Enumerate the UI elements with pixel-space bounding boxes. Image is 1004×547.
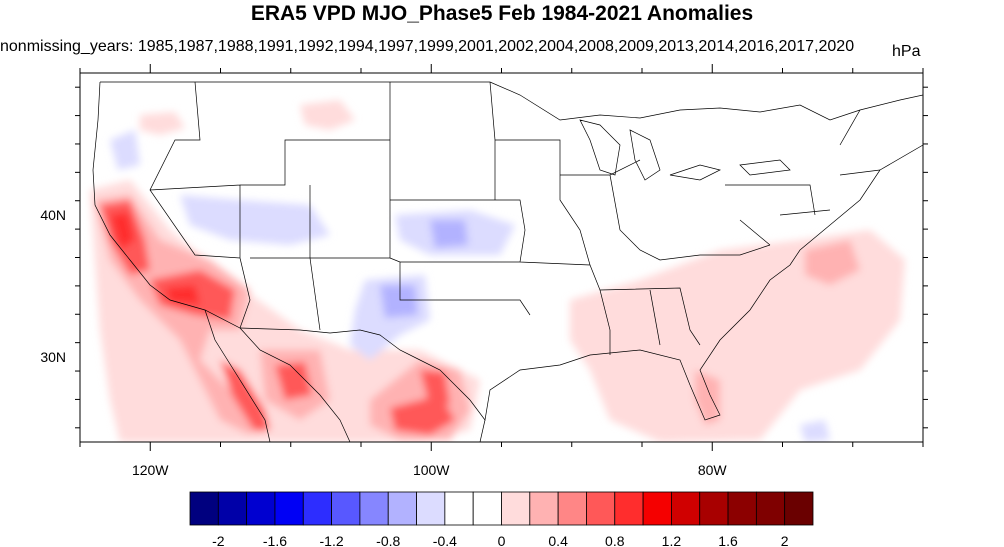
colorbar-swatch <box>416 491 446 526</box>
colorbar-swatch <box>727 491 757 526</box>
colorbar-label: 0 <box>498 533 506 547</box>
colorbar-swatch <box>614 491 644 526</box>
units-label: hPa <box>892 43 921 60</box>
map-ticks: 120W 100W 80W 30N 40N <box>40 64 928 478</box>
great-lakes <box>579 119 791 181</box>
colorbar-label: -0.8 <box>376 533 400 547</box>
anomaly-carolina-blue <box>800 420 830 442</box>
colorbar-swatch <box>472 491 502 526</box>
colorbar-swatch <box>501 491 531 526</box>
colorbar-swatch <box>331 491 361 526</box>
state-lines <box>149 81 881 355</box>
anomaly-baja-strong <box>220 360 270 432</box>
colorbar-label: 0.4 <box>548 533 568 547</box>
colorbar-swatch <box>557 491 587 526</box>
anomaly-southeast-light <box>570 230 905 442</box>
colorbar-swatch <box>529 491 559 526</box>
colorbar-label: 2 <box>781 533 789 547</box>
anomaly-field <box>90 100 905 442</box>
colorbar-swatch <box>217 491 248 526</box>
colorbar: -2 -1.6 -1.2 -0.8 -0.4 0 0.4 0.8 1.2 1.6 2 <box>189 491 814 547</box>
anomaly-utah-blue <box>180 195 330 245</box>
y-tick-label: 30N <box>40 349 66 365</box>
colorbar-swatch <box>755 491 786 526</box>
colorbar-label: -0.4 <box>433 533 457 547</box>
colorbar-label: 1.2 <box>662 533 682 547</box>
mexico-coast <box>204 309 486 442</box>
anomaly-newmexico-blue-core <box>380 285 418 318</box>
colorbar-label: 1.6 <box>718 533 738 547</box>
anomaly-nemexico-strong <box>390 395 455 435</box>
anomaly-sonora-strong <box>275 362 312 400</box>
anomaly-kansas-blue-core <box>430 220 468 248</box>
map-subtitle: nonmissing_years: 1985,1987,1988,1991,19… <box>0 38 855 55</box>
colorbar-swatch <box>359 491 389 526</box>
colorbar-swatch <box>444 491 474 526</box>
anomaly-wyoming-light <box>300 100 355 130</box>
anomaly-socal-core <box>165 285 200 305</box>
colorbar-swatch <box>189 491 219 526</box>
anomaly-atlantic-mid <box>805 240 860 285</box>
anomaly-pacific-mexico <box>90 180 480 442</box>
x-tick-label: 120W <box>132 462 169 478</box>
x-tick-label: 80W <box>698 462 728 478</box>
x-tick-label: 100W <box>413 462 450 478</box>
us-outline <box>92 81 923 421</box>
map-title: ERA5 VPD MJO_Phase5 Feb 1984-2021 Anomal… <box>250 2 754 25</box>
colorbar-swatch <box>274 491 304 526</box>
anomaly-oregon <box>140 112 185 135</box>
colorbar-swatch <box>586 491 616 526</box>
political-boundaries <box>92 81 923 442</box>
colorbar-swatch <box>699 491 729 526</box>
colorbar-swatch <box>246 491 276 526</box>
colorbar-swatch <box>671 491 701 526</box>
anomaly-texas-strong <box>420 370 450 405</box>
anomaly-ncal-core <box>110 212 135 250</box>
colorbar-swatch <box>387 491 417 526</box>
colorbar-label: 0.8 <box>605 533 625 547</box>
colorbar-swatch <box>784 491 814 526</box>
colorbar-label: -1.2 <box>320 533 344 547</box>
y-tick-label: 40N <box>40 207 66 223</box>
colorbar-label: -2 <box>212 533 225 547</box>
anomaly-montana-blue <box>110 130 140 170</box>
colorbar-swatch <box>302 491 332 526</box>
colorbar-label: -1.6 <box>263 533 287 547</box>
colorbar-swatch <box>642 491 672 526</box>
